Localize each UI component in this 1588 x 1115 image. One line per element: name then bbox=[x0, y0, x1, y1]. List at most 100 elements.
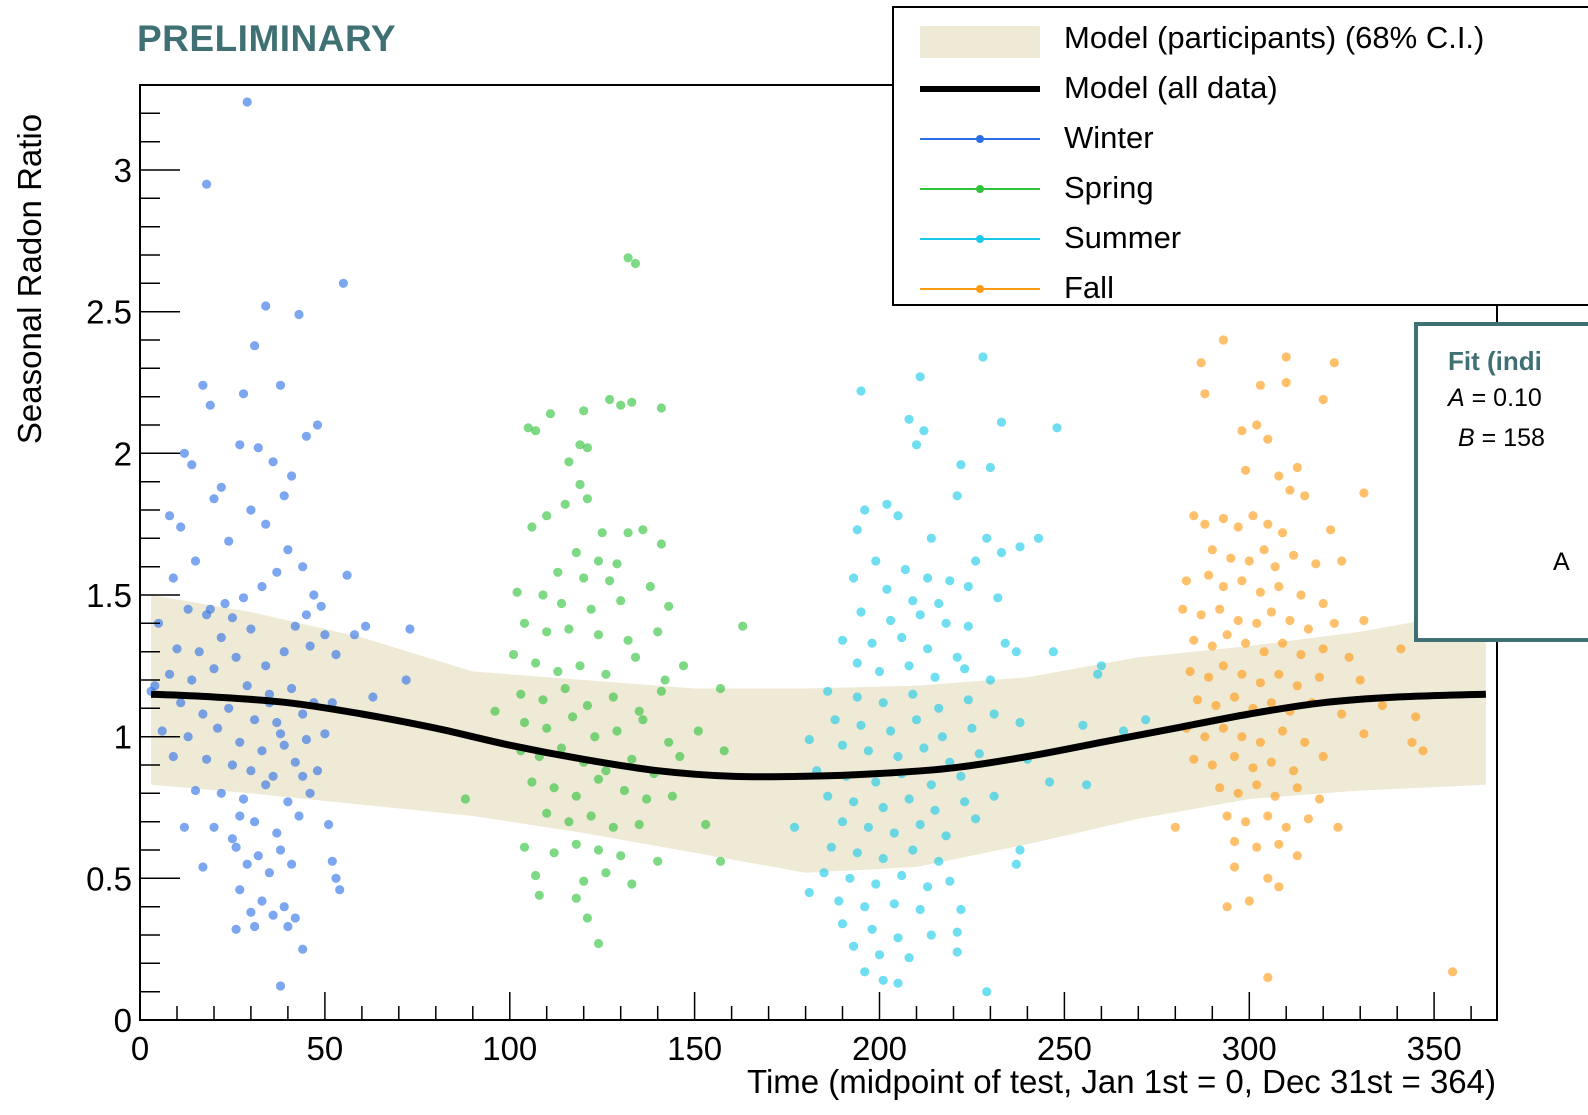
summer-point bbox=[934, 856, 944, 866]
winter-point bbox=[242, 97, 252, 107]
summer-point bbox=[934, 703, 944, 713]
summer-point bbox=[963, 695, 973, 705]
summer-point bbox=[874, 950, 885, 960]
winter-point bbox=[401, 675, 411, 685]
spring-point bbox=[531, 658, 541, 668]
y-tick-label: 0 bbox=[114, 1002, 132, 1039]
winter-point bbox=[202, 754, 212, 764]
winter-point bbox=[216, 788, 226, 798]
winter-point bbox=[216, 632, 226, 643]
winter-point bbox=[301, 610, 311, 620]
winter-point bbox=[183, 732, 193, 742]
summer-point bbox=[989, 791, 999, 801]
spring-point bbox=[590, 732, 600, 742]
legend: Model (participants) (68% C.I.) Model (a… bbox=[892, 6, 1588, 306]
winter-point bbox=[250, 341, 260, 351]
fall-point bbox=[1285, 485, 1295, 495]
fall-point bbox=[1222, 630, 1232, 640]
summer-point bbox=[1093, 669, 1103, 679]
fall-point bbox=[1263, 873, 1273, 883]
winter-point bbox=[257, 581, 267, 592]
winter-point bbox=[287, 859, 297, 869]
summer-point bbox=[1011, 647, 1021, 657]
winter-point bbox=[335, 885, 345, 895]
winter-point bbox=[261, 519, 271, 529]
fall-point bbox=[1277, 726, 1288, 736]
winter-point bbox=[349, 630, 360, 640]
summer-point bbox=[915, 819, 925, 830]
spring-point bbox=[560, 683, 570, 694]
spring-point bbox=[564, 457, 574, 467]
spring-point bbox=[593, 774, 604, 784]
spring-point bbox=[638, 715, 648, 725]
fall-point bbox=[1252, 842, 1262, 852]
winter-point bbox=[235, 440, 245, 450]
summer-point bbox=[926, 533, 936, 543]
summer-point bbox=[911, 715, 922, 725]
spring-point bbox=[719, 746, 729, 756]
winter-point bbox=[246, 624, 256, 634]
spring-point bbox=[623, 253, 633, 263]
summer-point bbox=[989, 709, 999, 719]
winter-point bbox=[283, 545, 293, 555]
summer-point bbox=[926, 930, 936, 940]
winter-point bbox=[250, 715, 260, 725]
fall-point bbox=[1311, 559, 1321, 569]
winter-point bbox=[298, 709, 308, 719]
fall-point bbox=[1218, 661, 1228, 671]
fall-point bbox=[1329, 618, 1339, 628]
winter-point bbox=[279, 902, 289, 912]
model-ci-band bbox=[151, 595, 1486, 873]
spring-point bbox=[675, 751, 685, 762]
winter-point bbox=[298, 771, 308, 781]
spring-point bbox=[542, 511, 552, 521]
fit-param-b: B = 158 bbox=[1458, 424, 1545, 453]
summer-point bbox=[882, 584, 892, 594]
summer-point bbox=[908, 845, 918, 855]
summer-point bbox=[804, 887, 814, 898]
winter-point bbox=[165, 669, 175, 679]
spring-point bbox=[571, 839, 581, 849]
winter-point bbox=[305, 788, 315, 798]
spring-point bbox=[656, 403, 667, 413]
legend-swatch-marker bbox=[976, 235, 984, 243]
fall-point bbox=[1396, 644, 1406, 654]
winter-point bbox=[198, 709, 208, 719]
spring-point bbox=[553, 666, 563, 677]
fall-point bbox=[1233, 788, 1243, 798]
summer-point bbox=[904, 414, 914, 424]
fit-param-a-value: = 0.10 bbox=[1464, 384, 1542, 412]
winter-point bbox=[235, 811, 245, 821]
fall-point bbox=[1233, 615, 1243, 626]
spring-point bbox=[616, 851, 626, 861]
fall-point bbox=[1281, 377, 1291, 388]
fall-point bbox=[1211, 700, 1221, 711]
summer-point bbox=[889, 828, 899, 838]
fall-point bbox=[1289, 766, 1299, 776]
fall-point bbox=[1252, 618, 1262, 628]
fall-point bbox=[1344, 652, 1354, 662]
legend-entry-winter: Winter bbox=[894, 114, 1588, 164]
fall-point bbox=[1259, 545, 1269, 555]
spring-point bbox=[549, 848, 559, 858]
fall-point bbox=[1248, 763, 1258, 773]
winter-point bbox=[205, 400, 215, 410]
fall-point bbox=[1241, 465, 1251, 475]
fall-point bbox=[1318, 751, 1328, 762]
spring-point bbox=[538, 590, 548, 600]
fall-point bbox=[1263, 811, 1273, 821]
fall-point bbox=[1318, 394, 1328, 405]
summer-point bbox=[893, 751, 903, 762]
fall-point bbox=[1200, 389, 1210, 399]
legend-swatch-marker bbox=[976, 135, 984, 143]
fall-point bbox=[1259, 647, 1269, 657]
legend-entry-summer: Summer bbox=[894, 214, 1588, 264]
summer-point bbox=[985, 675, 996, 685]
fall-point bbox=[1314, 794, 1325, 804]
y-tick-label: 3 bbox=[114, 152, 132, 189]
summer-point bbox=[845, 873, 855, 883]
spring-point bbox=[634, 819, 644, 830]
summer-point bbox=[926, 780, 936, 790]
spring-point bbox=[549, 783, 559, 793]
x-tick-label: 200 bbox=[852, 1030, 907, 1067]
